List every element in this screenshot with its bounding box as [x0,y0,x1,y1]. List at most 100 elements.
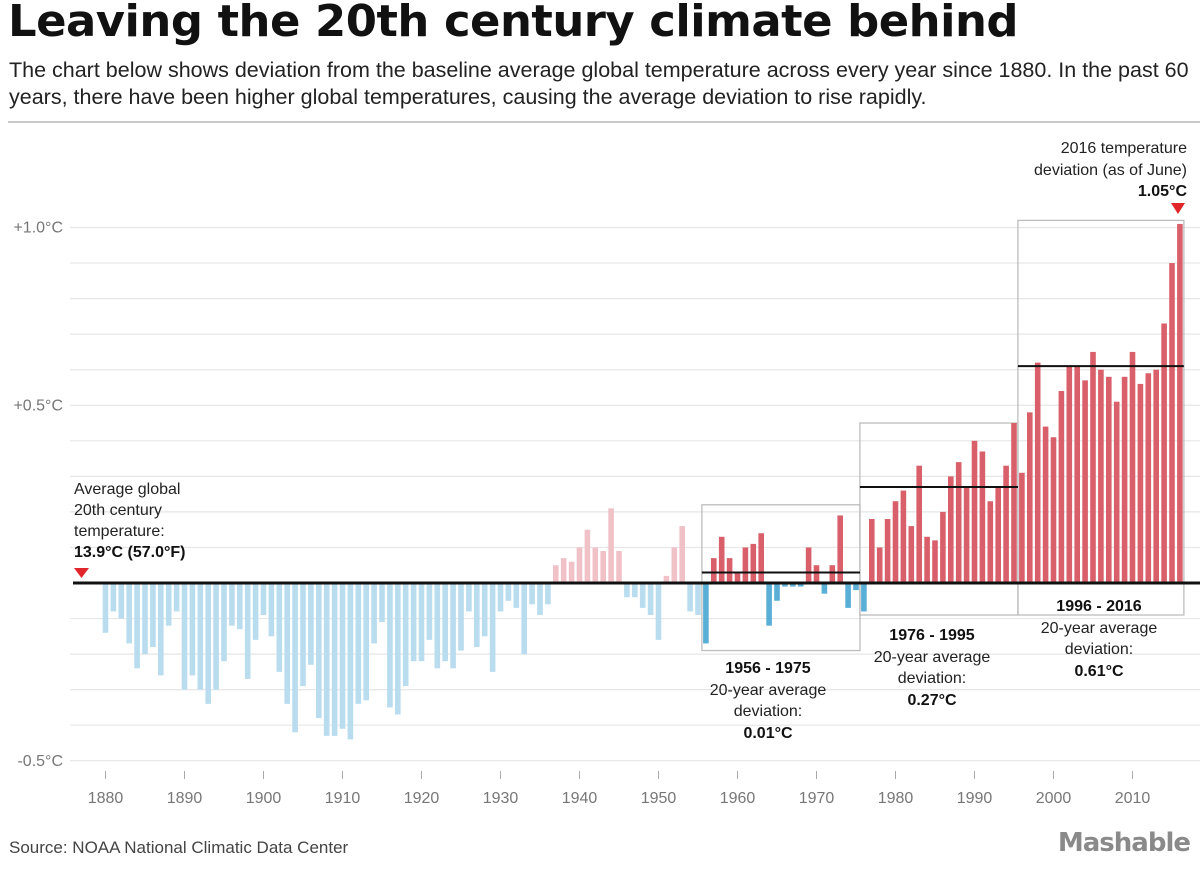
bar-1990 [971,440,978,583]
bar-1942 [592,547,599,583]
x-tick-label: 1980 [878,790,914,807]
period-average-value: 0.61°C [1074,663,1124,680]
bar-1952 [671,547,678,583]
period-boxes [701,219,1185,652]
bar-1973 [837,515,843,583]
bar-1935 [537,583,543,615]
bar-2004 [1082,380,1088,583]
bar-1943 [600,551,606,583]
bar-1883 [126,583,132,644]
bar-1890 [181,583,188,690]
bar-1906 [308,583,314,665]
bar-1996 [1019,472,1025,583]
bar-1928 [481,583,488,637]
chart-title: Leaving the 20th century climate behind [8,0,1019,47]
bar-1945 [616,551,622,583]
bar-1978 [876,547,883,583]
bar-1899 [252,583,259,640]
bar-1907 [316,583,322,719]
bar-1964 [766,583,772,626]
x-tick-label: 1880 [88,790,124,807]
bar-1980 [892,501,899,583]
bar-1983 [916,465,922,583]
bar-1936 [545,583,551,605]
bar-1950 [655,583,662,640]
bar-1881 [110,583,117,612]
bar-1898 [244,583,251,679]
period-range-label: 1996 - 2016 [1056,598,1142,615]
bar-1925 [458,583,464,651]
bar-1882 [118,583,125,619]
annotations: Average global 20th century temperature: 13… [74,140,1187,742]
bar-1924 [450,583,456,669]
bars [102,223,1183,740]
bar-1889 [173,583,180,612]
bar-1960 [734,572,741,583]
bar-1930 [497,583,504,612]
bar-1946 [624,583,630,598]
period-box [859,422,1019,616]
period-description: 20-year average [710,682,827,699]
bar-2015 [1169,263,1175,583]
period-average-value: 0.01°C [743,725,793,742]
x-tick-label: 1890 [167,790,203,807]
bar-2011 [1137,383,1144,583]
bar-1975 [853,583,859,591]
x-tick-label: 2010 [1115,790,1151,807]
bar-1880 [102,583,109,633]
bar-1916 [387,583,393,708]
x-tick-label: 1910 [325,790,361,807]
bar-1947 [632,583,638,598]
bar-1989 [963,487,970,583]
brand-logo: Mashable [1057,828,1191,858]
peak-annotation-line: 2016 temperature [1061,140,1187,157]
bar-1941 [584,529,591,583]
x-tick-label: 1930 [483,790,519,807]
bar-2001 [1058,391,1065,583]
bar-1884 [134,583,140,669]
bar-1904 [292,583,298,733]
header-divider [8,121,1200,123]
bar-1929 [489,583,496,672]
source-note: Source: NOAA National Climatic Data Cent… [9,838,349,857]
bar-1914 [371,583,377,644]
bar-1979 [884,519,891,583]
bar-1912 [355,583,362,704]
bar-1997 [1027,412,1033,583]
period-average-value: 0.27°C [907,692,957,709]
peak-annotation-line: deviation (as of June) [1034,162,1187,179]
bar-1895 [221,583,227,662]
bar-1971 [821,583,828,594]
bar-1908 [323,583,330,736]
bar-1927 [474,583,480,647]
baseline-annotation-value: 13.9°C (57.0°F) [74,544,186,561]
x-axis-ticks: 1880 1890 1900 1910 1920 1930 1940 1950 1960 1970… [88,771,1151,807]
bar-1944 [608,508,614,583]
bar-1922 [434,583,441,669]
y-axis-labels: +1.0°C +0.5°C -0.5°C [13,220,63,770]
bar-2013 [1153,369,1159,583]
period-description: 20-year average [874,649,991,666]
bar-1953 [679,526,685,583]
bar-1903 [284,583,290,704]
x-tick-label: 1940 [562,790,598,807]
bar-1887 [158,583,164,676]
bar-1909 [331,583,338,736]
bar-1894 [213,583,219,690]
bar-1893 [205,583,211,704]
period-description: deviation: [734,703,803,720]
x-tick-label: 2000 [1036,790,1072,807]
bar-1902 [276,583,283,672]
bar-2002 [1066,366,1073,583]
period-description: 20-year average [1041,620,1158,637]
bar-1955 [695,583,701,615]
bar-1939 [568,561,575,583]
bar-1981 [900,490,907,583]
bar-1956 [703,583,709,644]
bar-1958 [718,536,725,583]
bar-1923 [442,583,448,662]
bar-1977 [869,519,875,583]
bar-1934 [529,583,535,605]
bar-1976 [861,583,867,612]
